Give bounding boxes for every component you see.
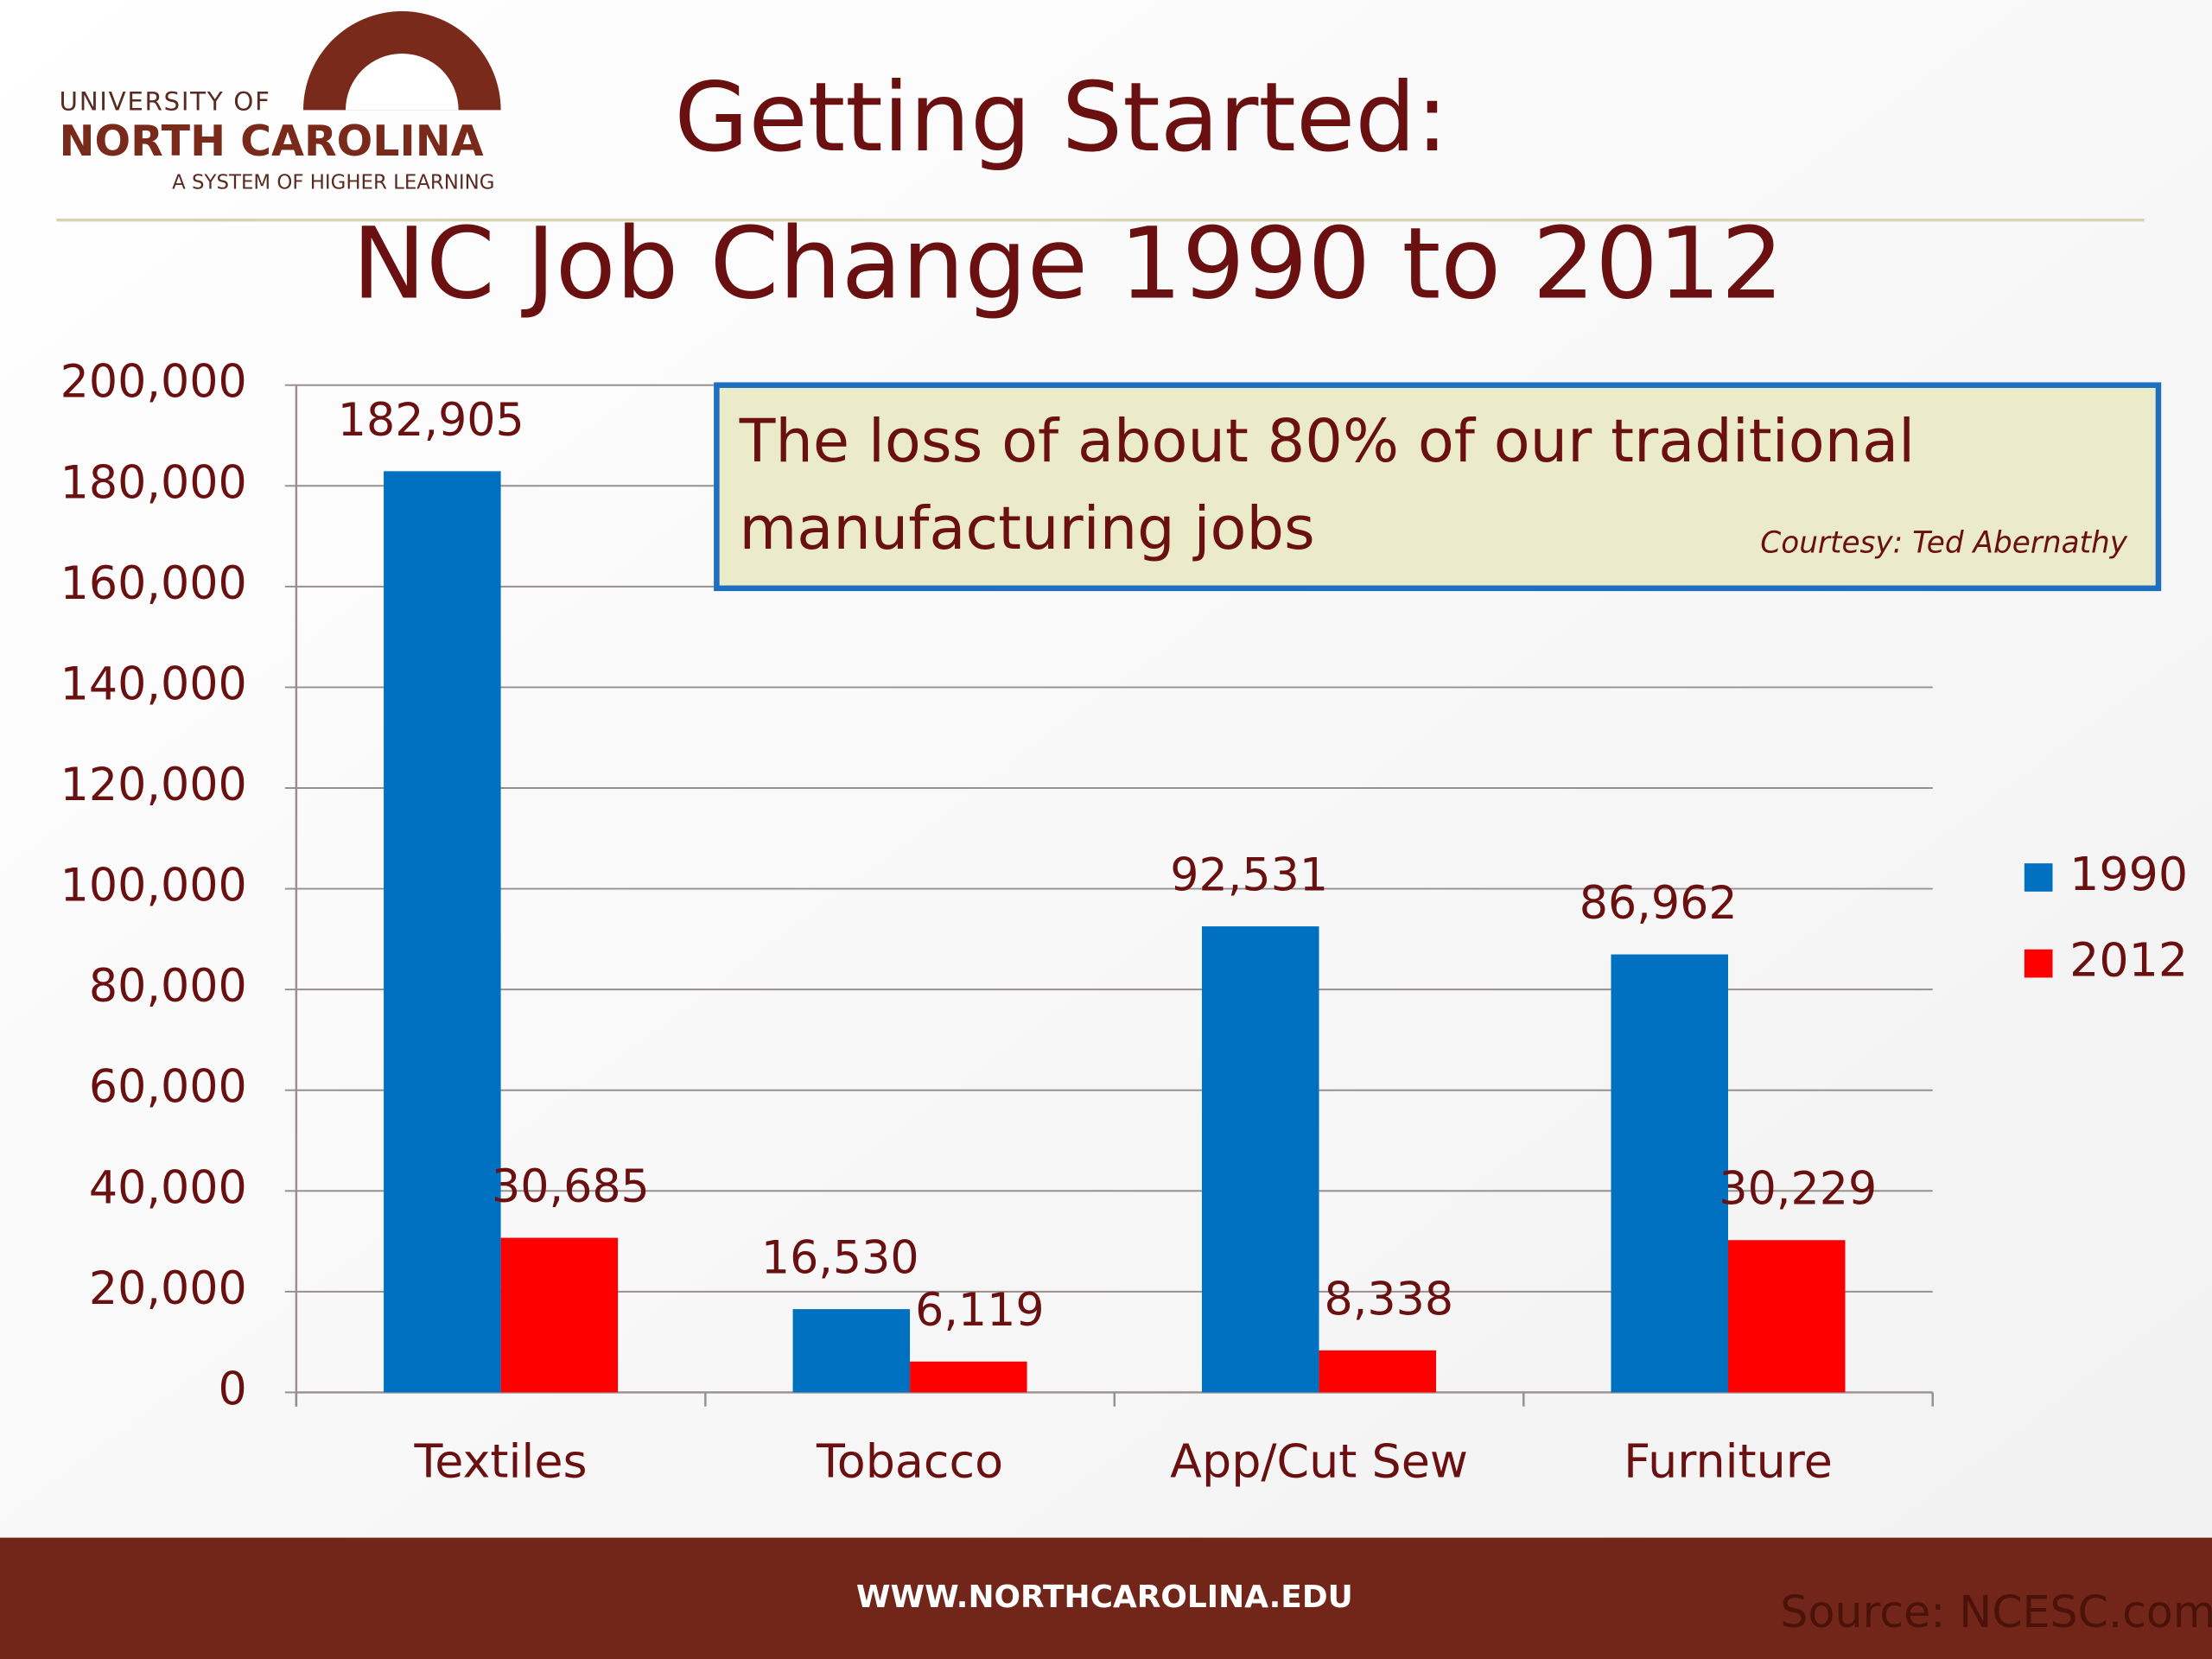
x-tick-label: Furniture (1624, 1433, 1833, 1488)
annotation-credit: Courtesy: Ted Abernathy (1760, 526, 2127, 561)
legend-swatch (2024, 863, 2053, 892)
logo-sun-core (346, 54, 459, 111)
value-label: 92,531 (1170, 850, 1328, 902)
value-label: 86,962 (1580, 878, 1738, 930)
bar (500, 1237, 619, 1393)
y-tick-label: 200,000 (60, 357, 247, 409)
y-tick-label: 100,000 (60, 861, 247, 912)
bar (792, 1309, 911, 1393)
annotation-holder: The loss of about 80% of our traditional… (739, 406, 1916, 563)
logo-main: NORTH CAROLINA (60, 117, 484, 166)
value-label: 30,685 (492, 1161, 650, 1213)
x-tick-label: Tobacco (816, 1433, 1003, 1488)
logo: UNIVERSITY OF NORTH CAROLINA A SYSTEM OF… (60, 11, 501, 194)
bar (384, 471, 501, 1393)
footer-band (0, 1537, 2212, 1659)
annotation: The loss of about 80% of our traditional… (714, 382, 2162, 592)
y-tick-label: 40,000 (89, 1162, 247, 1214)
footer-url: WWW.NORTHCAROLINA.EDU (856, 1580, 1353, 1615)
y-tick-label: 80,000 (89, 961, 247, 1013)
bar (910, 1361, 1027, 1393)
annotation-box (714, 382, 2162, 592)
x-tick-label: App/Cut Sew (1170, 1433, 1468, 1488)
y-tick-label: 20,000 (89, 1263, 247, 1315)
chart-title: NC Job Change 1990 to 2012 (353, 207, 1784, 321)
value-label: 16,530 (761, 1233, 919, 1285)
y-tick-label: 180,000 (60, 457, 247, 509)
y-tick-label: 0 (218, 1363, 246, 1415)
x-tick-label: Textiles (414, 1433, 588, 1488)
legend-label: 2012 (2069, 933, 2188, 988)
y-tick-label: 120,000 (60, 760, 247, 811)
bar (1202, 926, 1319, 1393)
logo-sub: A SYSTEM OF HIGHER LEARNING (172, 172, 494, 194)
value-label: 182,905 (338, 395, 524, 447)
heading: Getting Started: (674, 62, 1448, 174)
bar (1728, 1240, 1846, 1393)
y-tick-label: 60,000 (89, 1062, 247, 1114)
legend-label: 1990 (2069, 847, 2188, 901)
value-label: 8,338 (1325, 1274, 1454, 1325)
y-tick-label: 160,000 (60, 558, 247, 610)
legend-swatch (2024, 949, 2053, 978)
bar (1611, 954, 1728, 1393)
annotation-text: The loss of about 80% of our traditional… (739, 406, 1916, 563)
value-label: 6,119 (915, 1285, 1045, 1337)
value-label: 30,229 (1719, 1164, 1877, 1216)
plot: 0 20,000 40,000 60,000 80,000 100,000 120,000 1… (60, 357, 2188, 1489)
y-tick-label: 140,000 (60, 658, 247, 710)
footer-source: Source: NCESC.com (1780, 1586, 2212, 1637)
bar (1319, 1350, 1437, 1393)
logo-top: UNIVERSITY OF (60, 87, 271, 117)
